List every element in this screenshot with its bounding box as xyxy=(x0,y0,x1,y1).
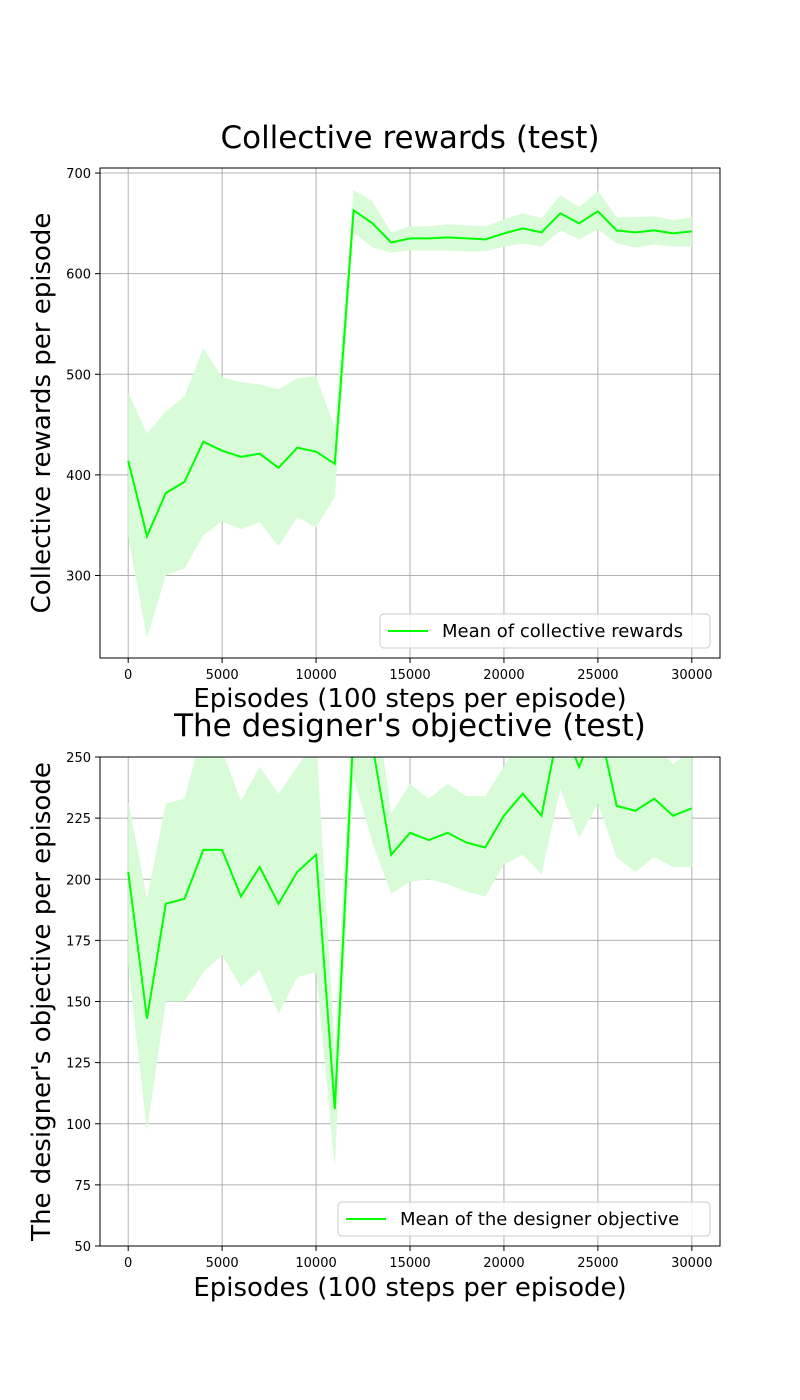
x-tick-label: 30000 xyxy=(671,668,712,683)
y-tick-label: 100 xyxy=(66,1118,91,1133)
legend-label: Mean of the designer objective xyxy=(400,1209,679,1230)
y-tick-label: 125 xyxy=(66,1057,91,1072)
chart-title: The designer's objective (test) xyxy=(173,708,646,744)
x-tick-label: 25000 xyxy=(577,1256,618,1271)
plot-area xyxy=(127,190,692,638)
y-tick-label: 300 xyxy=(66,569,91,584)
legend: Mean of the designer objective xyxy=(337,1201,711,1237)
y-axis-label: The designer's objective per episode xyxy=(27,762,57,1242)
y-tick-label: 75 xyxy=(74,1179,91,1194)
x-tick-label: 30000 xyxy=(671,1256,712,1271)
x-tick-label: 15000 xyxy=(389,668,430,683)
y-tick-label: 50 xyxy=(74,1240,91,1255)
y-tick-label: 700 xyxy=(66,167,91,182)
chart-title: Collective rewards (test) xyxy=(220,120,599,156)
y-tick-label: 400 xyxy=(66,469,91,484)
y-tick-label: 500 xyxy=(66,368,91,383)
legend-box xyxy=(379,613,711,649)
x-tick-label: 20000 xyxy=(483,668,524,683)
confidence-band xyxy=(128,757,692,1168)
collective-rewards-chart: 0 5000 10000 15000 20000 25000 30000 300 400 500 6… xyxy=(27,120,721,714)
x-tick-label: 5000 xyxy=(206,668,239,683)
legend-box xyxy=(337,1201,711,1237)
x-tick-label: 15000 xyxy=(389,1256,430,1271)
y-tick-label: 250 xyxy=(66,751,91,766)
grid xyxy=(100,168,720,658)
x-tick-label: 10000 xyxy=(295,668,336,683)
x-axis-label: Episodes (100 steps per episode) xyxy=(193,1273,626,1303)
x-tick-label: 0 xyxy=(124,668,132,683)
y-tick-label: 225 xyxy=(66,812,91,827)
series-line xyxy=(127,208,692,540)
x-tick-label: 20000 xyxy=(483,1256,524,1271)
y-tick-label: 200 xyxy=(66,873,91,888)
x-tick-label: 10000 xyxy=(295,1256,336,1271)
x-axis-label: Episodes (100 steps per episode) xyxy=(193,684,626,714)
y-axis-label: Collective rewards per episode xyxy=(27,213,57,614)
plot-area xyxy=(127,757,693,1168)
y-tick-label: 150 xyxy=(66,996,91,1011)
legend: Mean of collective rewards xyxy=(379,613,711,649)
legend-label: Mean of collective rewards xyxy=(442,621,683,642)
x-tick-label: 5000 xyxy=(206,1256,239,1271)
series-line xyxy=(127,757,693,1110)
confidence-band xyxy=(128,190,692,638)
x-tick-label: 25000 xyxy=(577,668,618,683)
designer-objective-chart: 0 5000 10000 15000 20000 25000 30000 50 75 100 125… xyxy=(27,708,721,1303)
y-tick-label: 600 xyxy=(66,268,91,283)
y-tick-label: 175 xyxy=(66,934,91,949)
x-tick-label: 0 xyxy=(124,1256,132,1271)
